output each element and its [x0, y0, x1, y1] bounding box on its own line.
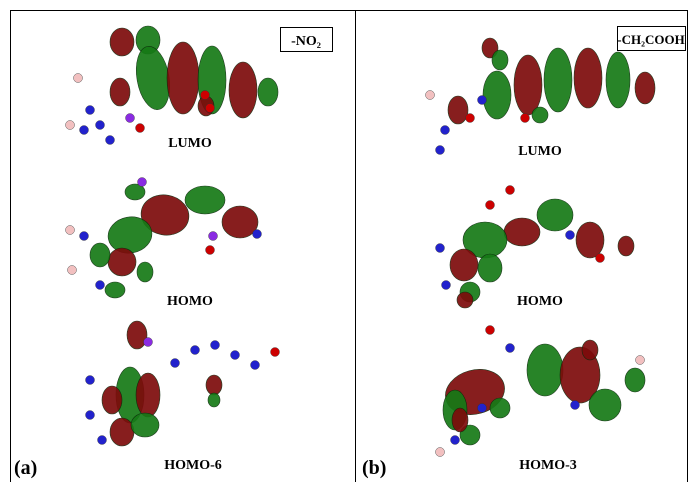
orbital-lobe: [108, 248, 136, 276]
atom: [251, 361, 260, 370]
substituent: -NO₂: [291, 34, 321, 49]
orbital-label: HOMO-6: [164, 458, 222, 473]
atom: [506, 344, 515, 353]
orbital-lobe: [492, 50, 508, 70]
atom: [80, 232, 89, 241]
orbital-lobe: [229, 62, 257, 118]
atom: [211, 341, 220, 350]
orbital-lobe: [185, 186, 225, 214]
atom: [86, 106, 95, 115]
atom: [66, 121, 75, 130]
orbital-label: LUMO: [168, 136, 212, 151]
panel-label: (b): [362, 457, 386, 479]
orbital-lobe: [514, 55, 542, 115]
orbital-lobe: [457, 292, 473, 308]
atom: [86, 411, 95, 420]
atom: [636, 356, 645, 365]
substituent: -CH₂COOH: [617, 32, 684, 47]
atom: [478, 404, 487, 413]
atom: [466, 114, 475, 123]
orbital-lobe: [574, 48, 602, 108]
atom: [206, 246, 215, 255]
atom: [506, 186, 515, 195]
atom: [138, 178, 147, 187]
orbital-lobe: [478, 254, 502, 282]
orbital-lobe: [589, 389, 621, 421]
orbital-lobe: [167, 42, 199, 114]
atom: [231, 351, 240, 360]
orbital-lobe: [110, 78, 130, 106]
orbital-lobe: [606, 52, 630, 108]
orbital-label: HOMO: [517, 294, 563, 309]
atom: [74, 74, 83, 83]
atom: [436, 244, 445, 253]
atom: [566, 231, 575, 240]
orbital-lobe: [127, 321, 147, 349]
atom: [96, 121, 105, 130]
orbital-lobe: [625, 368, 645, 392]
orbital-lobe: [258, 78, 278, 106]
atom: [80, 126, 89, 135]
orbital-lobe: [102, 386, 122, 414]
atom: [144, 338, 153, 347]
orbital-lobe: [532, 107, 548, 123]
atom: [201, 91, 210, 100]
orbital-label: HOMO-3: [519, 458, 577, 473]
orbital-label: LUMO: [518, 144, 562, 159]
orbital-lobe: [137, 262, 153, 282]
atom: [86, 376, 95, 385]
atom: [571, 401, 580, 410]
orbital-lobe: [110, 28, 134, 56]
atom: [451, 436, 460, 445]
atom: [271, 348, 280, 357]
orbital-lobe: [450, 249, 478, 281]
atom: [436, 448, 445, 457]
atom: [442, 281, 451, 290]
atom: [478, 96, 487, 105]
atom: [98, 436, 107, 445]
atom: [253, 230, 262, 239]
orbital-lobe: [537, 199, 573, 231]
orbital-lobe: [105, 282, 125, 298]
atom: [206, 104, 215, 113]
orbital-lobe: [208, 393, 220, 407]
orbital-lobe: [90, 243, 110, 267]
orbital-label: HOMO: [167, 294, 213, 309]
orbital-lobe: [504, 218, 540, 246]
atom: [596, 254, 605, 263]
orbital-lobe: [582, 340, 598, 360]
orbital-lobe: [136, 373, 160, 417]
orbital-lobe: [544, 48, 572, 112]
atom: [521, 114, 530, 123]
atom: [486, 326, 495, 335]
atom: [66, 226, 75, 235]
atom: [436, 146, 445, 155]
orbital-lobe: [448, 96, 468, 124]
atom: [171, 359, 180, 368]
orbital-lobe: [131, 413, 159, 437]
atom: [486, 201, 495, 210]
atom: [426, 91, 435, 100]
figure: -NO₂ -CH₂COOH LUMO HOMO HOMO-6 LUMO HOMO…: [0, 0, 689, 482]
orbital-lobe: [618, 236, 634, 256]
orbital-lobe: [483, 71, 511, 119]
atom: [96, 281, 105, 290]
orbital-lobe: [206, 375, 222, 395]
atom: [106, 136, 115, 145]
atom: [136, 124, 145, 133]
atom: [441, 126, 450, 135]
orbital-lobe: [490, 398, 510, 418]
atom: [191, 346, 200, 355]
atom: [126, 114, 135, 123]
orbital-lobe: [527, 344, 563, 396]
orbital-lobe: [110, 418, 134, 446]
atom: [209, 232, 218, 241]
orbital-lobe: [452, 408, 468, 432]
orbital-lobe: [576, 222, 604, 258]
panel-label: (a): [14, 457, 37, 479]
atom: [68, 266, 77, 275]
orbital-lobe: [635, 72, 655, 104]
